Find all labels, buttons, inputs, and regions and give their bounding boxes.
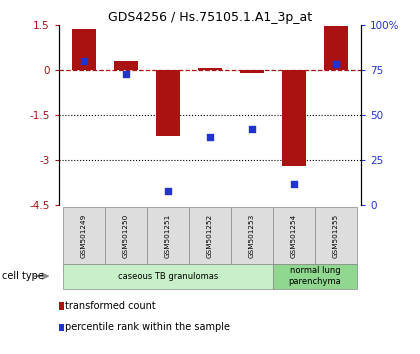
Text: transformed count: transformed count <box>65 301 156 311</box>
Text: normal lung
parenchyma: normal lung parenchyma <box>289 267 341 286</box>
Text: percentile rank within the sample: percentile rank within the sample <box>65 322 230 332</box>
Bar <box>325 26 348 70</box>
Point <box>81 58 87 64</box>
Text: GSM501254: GSM501254 <box>291 213 297 258</box>
Bar <box>199 68 222 70</box>
Bar <box>156 70 180 136</box>
Point <box>249 127 255 132</box>
Bar <box>114 61 138 70</box>
Text: GSM501249: GSM501249 <box>81 213 87 258</box>
Point <box>291 181 297 187</box>
Text: cell type: cell type <box>2 271 44 281</box>
Bar <box>73 29 96 70</box>
Bar <box>241 70 264 73</box>
Point <box>333 62 339 67</box>
Text: GSM501252: GSM501252 <box>207 213 213 258</box>
Point <box>207 134 213 139</box>
Text: GSM501253: GSM501253 <box>249 213 255 258</box>
Text: caseous TB granulomas: caseous TB granulomas <box>118 272 218 281</box>
Text: GSM501255: GSM501255 <box>333 213 339 258</box>
Text: GSM501251: GSM501251 <box>165 213 171 258</box>
Point <box>123 71 129 76</box>
Text: GSM501250: GSM501250 <box>123 213 129 258</box>
Bar <box>282 70 305 166</box>
Title: GDS4256 / Hs.75105.1.A1_3p_at: GDS4256 / Hs.75105.1.A1_3p_at <box>108 11 312 24</box>
Point <box>165 188 171 194</box>
